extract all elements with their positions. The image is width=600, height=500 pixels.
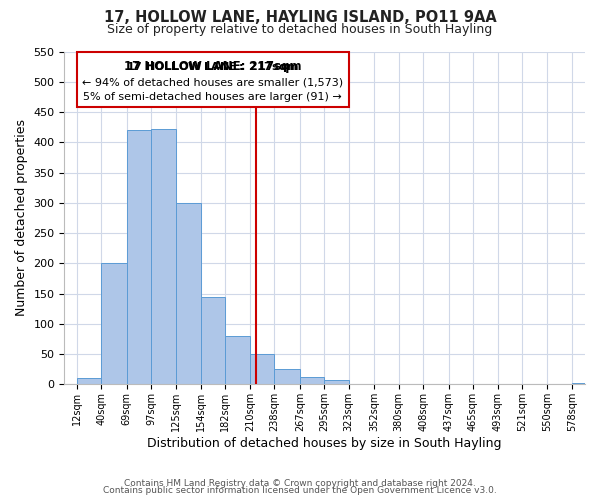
Bar: [127, 130, 151, 384]
X-axis label: Distribution of detached houses by size in South Hayling: Distribution of detached houses by size …: [148, 437, 502, 450]
Bar: [324, 380, 349, 384]
Text: $\bf{17\ HOLLOW\ LANE:\ 217sqm}$
← 94% of detached houses are smaller (1,573)
5%: $\bf{17\ HOLLOW\ LANE:\ 217sqm}$ ← 94% o…: [82, 60, 343, 102]
Bar: [300, 376, 324, 384]
Bar: [77, 378, 101, 384]
Bar: [201, 296, 226, 384]
Bar: [250, 354, 274, 384]
Bar: [274, 370, 300, 384]
Y-axis label: Number of detached properties: Number of detached properties: [15, 120, 28, 316]
Bar: [101, 264, 127, 384]
Text: Size of property relative to detached houses in South Hayling: Size of property relative to detached ho…: [107, 22, 493, 36]
Bar: [226, 336, 250, 384]
Bar: [572, 383, 596, 384]
Text: 17, HOLLOW LANE, HAYLING ISLAND, PO11 9AA: 17, HOLLOW LANE, HAYLING ISLAND, PO11 9A…: [104, 10, 496, 25]
Bar: [176, 203, 201, 384]
Text: 17 HOLLOW LANE: 217sqm: 17 HOLLOW LANE: 217sqm: [124, 60, 302, 73]
Text: Contains HM Land Registry data © Crown copyright and database right 2024.: Contains HM Land Registry data © Crown c…: [124, 478, 476, 488]
Bar: [151, 129, 176, 384]
Text: Contains public sector information licensed under the Open Government Licence v3: Contains public sector information licen…: [103, 486, 497, 495]
